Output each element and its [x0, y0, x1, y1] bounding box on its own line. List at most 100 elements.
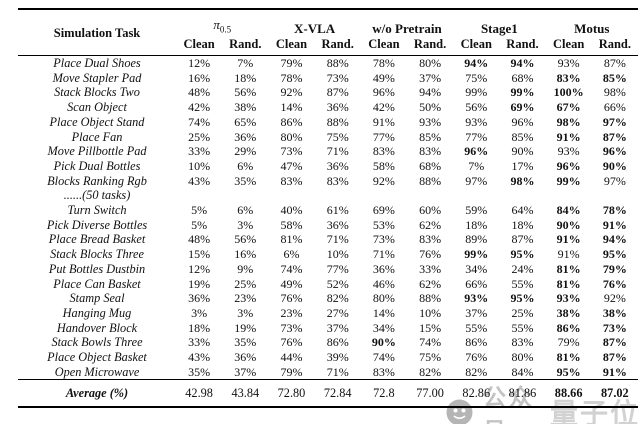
value-cell: 72.84 — [323, 386, 352, 401]
header-simulation-task: Simulation Task — [53, 26, 141, 41]
value-cell: 29% — [234, 144, 257, 159]
value-cell: 58% — [280, 217, 303, 232]
task-cell: Place Object Stand — [49, 114, 145, 129]
value-cell: 6% — [283, 247, 300, 262]
value-cell: 34% — [372, 320, 395, 335]
value-cell: 73% — [326, 70, 349, 85]
value-cell: 15% — [419, 320, 442, 335]
value-cell — [361, 188, 407, 203]
value-cell: 96% — [556, 158, 581, 173]
header-group-motus: Motus — [574, 21, 610, 37]
value-cell: 50% — [419, 100, 442, 115]
value-cell: 76% — [465, 350, 488, 365]
task-cell: Blocks Ranking Rgb — [47, 173, 147, 188]
value-cell: 49% — [372, 70, 395, 85]
value-cell: 65% — [234, 114, 257, 129]
value-cell: 5% — [191, 217, 208, 232]
value-cell — [222, 188, 268, 203]
value-cell: 95% — [556, 364, 581, 379]
value-cell: 23% — [280, 305, 303, 320]
value-cell: 12% — [188, 56, 211, 70]
value-cell: 87.02 — [601, 386, 629, 401]
table-row: Turn Switch 5% 6% 40% 61% 69% 60% 59% 64% 84% 78% — [18, 203, 638, 218]
value-cell: 3% — [191, 305, 208, 320]
value-cell — [315, 188, 361, 203]
value-cell: 96% — [511, 114, 534, 129]
value-cell: 40% — [280, 203, 303, 218]
value-cell: 16% — [234, 247, 257, 262]
value-cell: 9% — [237, 261, 254, 276]
task-cell: Move Stapler Pad — [52, 70, 142, 85]
value-cell: 72.80 — [277, 386, 306, 401]
value-cell: 86% — [280, 114, 303, 129]
value-cell: 36% — [326, 100, 349, 115]
value-cell: 74% — [188, 114, 211, 129]
value-cell: 83% — [511, 335, 534, 350]
subheader-wo-pretrain-clean: Clean — [368, 37, 400, 51]
value-cell: 85% — [602, 70, 627, 85]
table-row: Place Bread Basket 48% 56% 81% 71% 73% 83% 89% 8… — [18, 232, 638, 247]
value-cell: 3% — [237, 305, 254, 320]
value-cell: 80% — [419, 56, 442, 70]
value-cell: 93% — [556, 291, 581, 306]
value-cell: 80% — [280, 129, 303, 144]
value-cell: 93% — [557, 144, 580, 159]
value-cell: 98% — [510, 173, 535, 188]
value-cell: 71% — [326, 144, 349, 159]
value-cell: 76% — [419, 247, 442, 262]
value-cell: 91% — [372, 114, 395, 129]
table-body: Place Dual Shoes 12% 7% 79% 88% 78% 80% 94% 94% 9… — [18, 56, 638, 408]
value-cell: 85% — [419, 129, 442, 144]
value-cell: 93% — [464, 291, 489, 306]
value-cell: 5% — [191, 203, 208, 218]
value-cell: 81% — [556, 276, 581, 291]
value-cell: 88% — [326, 114, 349, 129]
subheader-pi05-rand: Rand. — [229, 37, 262, 51]
value-cell: 74% — [280, 261, 303, 276]
task-cell: Turn Switch — [67, 203, 127, 218]
subheader-stage1-clean: Clean — [460, 37, 492, 51]
task-cell: Place Dual Shoes — [53, 56, 141, 70]
value-cell: 94% — [602, 232, 627, 247]
task-cell: Place Bread Basket — [48, 232, 146, 247]
value-cell: 96% — [372, 85, 395, 100]
value-cell: 81% — [556, 261, 581, 276]
value-cell: 84% — [511, 364, 534, 379]
value-cell: 18% — [465, 217, 488, 232]
task-cell: Hanging Mug — [62, 305, 132, 320]
value-cell: 61% — [326, 203, 349, 218]
value-cell: 79% — [280, 56, 303, 70]
value-cell — [546, 188, 592, 203]
table-row: Put Bottles Dustbin 12% 9% 74% 77% 36% 33% 34% 2… — [18, 262, 638, 277]
value-cell: 73% — [280, 320, 303, 335]
task-cell: Stack Blocks Two — [54, 85, 140, 100]
value-cell: 46% — [372, 276, 395, 291]
value-cell: 25% — [234, 276, 257, 291]
value-cell: 64% — [511, 203, 534, 218]
value-cell: 100% — [553, 85, 584, 100]
value-cell: 86% — [326, 335, 349, 350]
value-cell: 88% — [419, 291, 442, 306]
value-cell: 93% — [419, 114, 442, 129]
value-cell: 56% — [465, 100, 488, 115]
value-cell: 92% — [603, 291, 626, 306]
value-cell: 94% — [464, 56, 489, 70]
task-cell: Open Microwave — [54, 364, 140, 379]
value-cell: 24% — [511, 261, 534, 276]
value-cell: 83% — [280, 173, 303, 188]
value-cell: 95% — [602, 247, 627, 262]
value-cell — [176, 188, 222, 203]
value-cell: 90% — [556, 217, 581, 232]
value-cell: 71% — [326, 364, 349, 379]
value-cell: 39% — [326, 350, 349, 365]
table-row: Place Object Basket 43% 36% 44% 39% 74% 75% 76%… — [18, 350, 638, 365]
value-cell: 23% — [234, 291, 257, 306]
subheader-motus-rand: Rand. — [598, 37, 632, 51]
value-cell: 87% — [602, 335, 627, 350]
value-cell: 90% — [511, 144, 534, 159]
value-cell: 80% — [511, 350, 534, 365]
value-cell: 71% — [372, 247, 395, 262]
value-cell: 91% — [556, 232, 581, 247]
value-cell: 55% — [465, 320, 488, 335]
subheader-xvla-rand: Rand. — [321, 37, 354, 51]
